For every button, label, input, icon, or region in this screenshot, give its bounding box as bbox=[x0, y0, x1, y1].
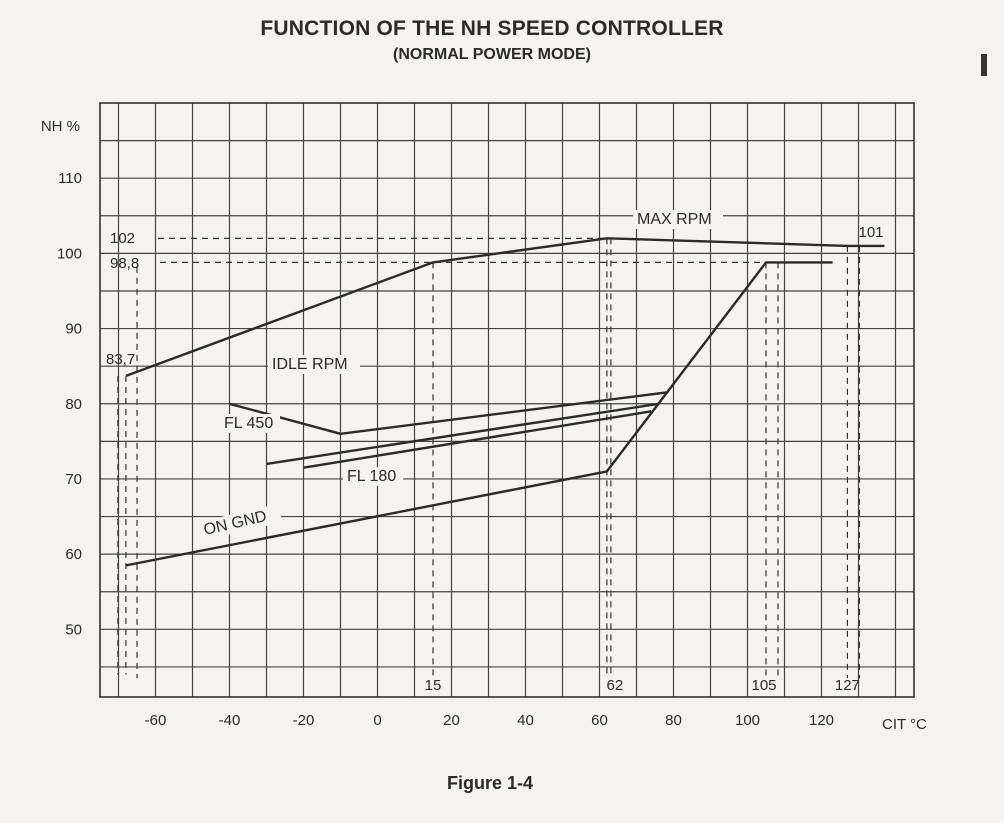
plot-frame bbox=[99, 102, 915, 698]
x-tick-label: -20 bbox=[293, 712, 315, 729]
label-backdrop bbox=[343, 467, 403, 486]
annotation-x-15: 15 bbox=[425, 677, 442, 694]
x-tick-label: 80 bbox=[665, 712, 682, 729]
x-tick-label: -40 bbox=[219, 712, 241, 729]
series-label-fl-450: FL 450 bbox=[220, 414, 280, 433]
series-line-max-rpm bbox=[125, 237, 885, 378]
annotation-101: 101 bbox=[858, 224, 883, 241]
y-axis-label: NH % bbox=[41, 118, 80, 135]
chart-subtitle: (NORMAL POWER MODE) bbox=[393, 46, 591, 63]
label-backdrop bbox=[197, 503, 283, 541]
x-tick-label: 0 bbox=[373, 712, 381, 729]
x-tick-label: -60 bbox=[145, 712, 167, 729]
y-tick-label: 100 bbox=[57, 245, 82, 262]
label-backdrop bbox=[268, 355, 360, 374]
x-tick-label: 40 bbox=[517, 712, 534, 729]
tick-labels: -60 -40 -20 0 20 40 60 80 100 120 50 60 70 80 90 100 110… bbox=[41, 118, 927, 733]
series-label-max-rpm: MAX RPM bbox=[633, 210, 723, 229]
y-tick-label: 80 bbox=[65, 396, 82, 413]
label-backdrop bbox=[633, 210, 723, 229]
label-backdrop bbox=[220, 414, 280, 433]
annotation-y-98-8: 98,8 bbox=[110, 255, 139, 272]
series-label-fl-180: FL 180 bbox=[343, 467, 403, 486]
series-label-on-gnd: ON GND bbox=[197, 503, 283, 541]
series-label-text: FL 180 bbox=[347, 468, 396, 485]
series-label-text: MAX RPM bbox=[637, 211, 712, 228]
chart-grid bbox=[99, 102, 915, 698]
annotation-x-127: 127 bbox=[835, 677, 860, 694]
x-tick-label: 20 bbox=[443, 712, 460, 729]
guide-lines bbox=[117, 237, 861, 679]
series-line-fl-180 bbox=[303, 410, 652, 469]
y-tick-label: 60 bbox=[65, 546, 82, 563]
series-label-text: FL 450 bbox=[224, 415, 273, 432]
series-line-fl-450 bbox=[266, 402, 659, 466]
series-lines bbox=[125, 237, 885, 567]
x-tick-label: 100 bbox=[735, 712, 760, 729]
series-label-idle-rpm: IDLE RPM bbox=[268, 355, 360, 374]
annotation-x-62: 62 bbox=[607, 677, 624, 694]
annotation-x-105: 105 bbox=[751, 677, 776, 694]
value-annotations: 83,7 98,8 102 15 62 105 127 101 bbox=[106, 224, 884, 694]
series-label-text: IDLE RPM bbox=[272, 356, 348, 373]
y-tick-label: 50 bbox=[65, 621, 82, 638]
figure-caption: Figure 1-4 bbox=[446, 773, 534, 793]
y-tick-label: 70 bbox=[65, 471, 82, 488]
series-line-on-gnd bbox=[125, 261, 833, 567]
y-tick-label: 110 bbox=[58, 170, 82, 187]
annotation-y-83-7: 83,7 bbox=[106, 351, 135, 368]
x-tick-label: 120 bbox=[809, 712, 834, 729]
margin-change-bar bbox=[981, 54, 987, 76]
chart-title: FUNCTION OF THE NH SPEED CONTROLLER bbox=[260, 17, 724, 40]
y-tick-label: 90 bbox=[65, 321, 82, 338]
series-label-text: ON GND bbox=[202, 508, 268, 539]
series-line-idle-rpm bbox=[229, 391, 667, 435]
x-axis-label: CIT °C bbox=[882, 716, 927, 733]
x-tick-label: 60 bbox=[591, 712, 608, 729]
annotation-y-102: 102 bbox=[110, 230, 135, 247]
